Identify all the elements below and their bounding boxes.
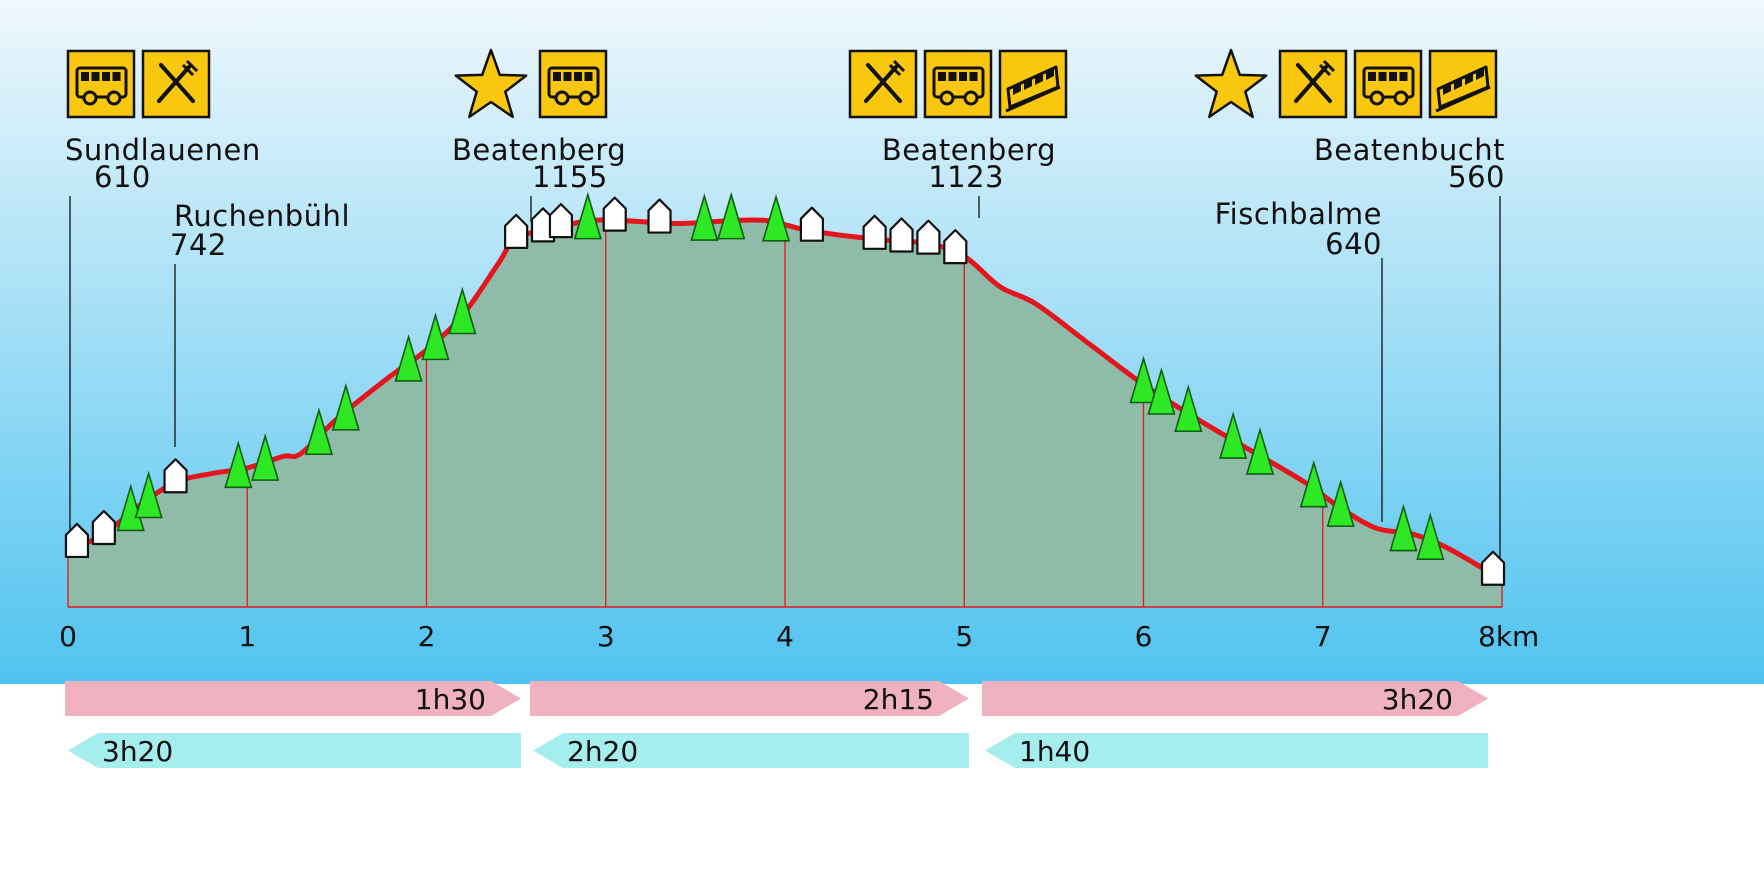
house-icon	[530, 207, 556, 243]
bus-icon	[66, 49, 136, 119]
tree-icon	[394, 334, 423, 382]
waypoint-elevation: 1123	[928, 160, 1004, 194]
return-arrow	[533, 733, 969, 768]
tree-icon	[1416, 512, 1445, 560]
forward-time: 1h30	[415, 683, 486, 716]
funicular-icon	[998, 49, 1068, 119]
tree-icon	[251, 433, 280, 481]
waypoint-elevation: 742	[170, 228, 227, 262]
house-icon	[602, 196, 627, 232]
house-icon	[1480, 550, 1506, 586]
forward-time: 2h15	[863, 683, 934, 716]
trees	[116, 191, 1445, 560]
waypoint-leaders	[69, 196, 1501, 567]
x-tick-label: 4	[776, 620, 794, 653]
restaurant-icon	[848, 49, 918, 119]
x-tick-label: 2	[418, 620, 436, 653]
x-axis-ticks: 0 1 2 3 4 5 6 7 8km	[59, 620, 1539, 653]
tree-icon	[690, 193, 719, 241]
amenity-icons	[66, 48, 1498, 119]
waypoint-name: Beatenbucht	[1314, 133, 1505, 167]
waypoint-elevation: 1155	[532, 160, 608, 194]
x-tick-label: 6	[1135, 620, 1153, 653]
house-icon	[943, 229, 968, 265]
funicular-icon	[1428, 49, 1498, 119]
waypoint-name: Beatenberg	[452, 133, 626, 167]
tree-icon	[421, 312, 450, 361]
house-icon	[504, 213, 529, 249]
star-icon	[454, 48, 528, 119]
tree-icon	[1326, 479, 1355, 527]
tree-icon	[717, 191, 746, 240]
tree-icon	[1299, 459, 1328, 508]
forward-time: 3h20	[1382, 683, 1453, 716]
house-icon	[91, 509, 116, 546]
waypoint-name: Beatenberg	[882, 133, 1056, 167]
x-tick-label: 1	[238, 620, 256, 653]
tree-icon	[1174, 384, 1203, 433]
house-icon	[799, 206, 824, 242]
house-icon	[163, 458, 188, 494]
bus-icon	[923, 49, 993, 119]
tree-icon	[1245, 427, 1275, 475]
waypoint-elevation: 640	[1325, 227, 1382, 261]
waypoint-labels: Sundlauenen610Ruchenbühl742Beatenberg115…	[65, 133, 1505, 262]
tree-icon	[134, 470, 163, 519]
forward-arrow	[65, 681, 521, 716]
return-time: 3h20	[102, 735, 173, 768]
waypoint-elevation: 610	[94, 160, 151, 194]
tree-icon	[304, 407, 334, 456]
bus-icon	[1353, 49, 1423, 119]
house-icon	[889, 217, 914, 253]
house-icon	[647, 198, 672, 234]
km-gridlines	[67, 220, 1503, 607]
restaurant-icon	[141, 49, 211, 119]
tree-icon	[448, 286, 477, 335]
restaurant-icon	[1278, 49, 1348, 119]
tree-icon	[761, 193, 791, 242]
forward-arrow	[530, 681, 969, 716]
waypoint-elevation: 560	[1448, 160, 1505, 194]
forward-arrow	[982, 681, 1488, 716]
tree-icon	[116, 483, 145, 532]
x-tick-label: 7	[1314, 620, 1332, 653]
houses	[64, 196, 1506, 586]
house-icon	[548, 202, 574, 239]
tree-icon	[1389, 503, 1418, 552]
star-icon	[1194, 48, 1268, 119]
return-time: 1h40	[1019, 735, 1090, 768]
waypoint-name: Sundlauenen	[65, 133, 261, 167]
return-time: 2h20	[567, 735, 638, 768]
house-icon	[862, 214, 887, 250]
house-icon	[916, 219, 941, 255]
x-tick-label: 8km	[1478, 620, 1539, 653]
bus-icon	[538, 49, 608, 119]
return-arrow	[985, 733, 1488, 768]
tree-icon	[1129, 355, 1158, 404]
house-icon	[64, 522, 90, 559]
return-arrow	[68, 733, 521, 768]
tree-icon	[224, 440, 253, 489]
tree-icon	[573, 191, 602, 240]
x-tick-label: 3	[597, 620, 615, 653]
tree-icon	[331, 382, 360, 431]
tree-icon	[1147, 367, 1176, 415]
tree-icon	[1219, 411, 1248, 459]
x-tick-label: 0	[59, 620, 77, 653]
waypoint-name: Ruchenbühl	[174, 199, 350, 233]
waypoint-name: Fischbalme	[1215, 197, 1382, 231]
x-tick-label: 5	[955, 620, 973, 653]
duration-arrows: 1h30 2h15 3h20 3h20 2h20 1h40	[65, 681, 1488, 768]
